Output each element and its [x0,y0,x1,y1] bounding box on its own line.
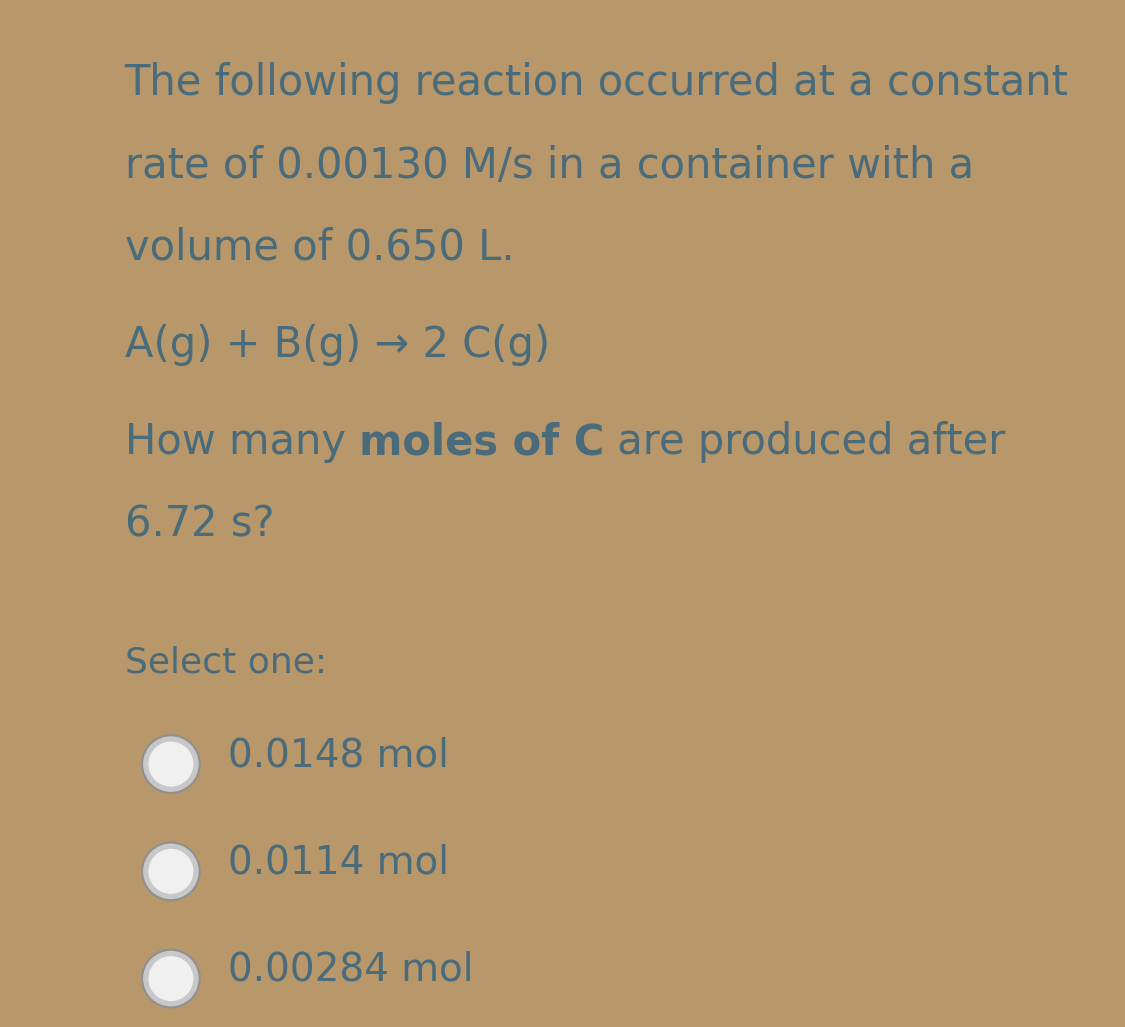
Ellipse shape [148,741,193,787]
Text: are produced after: are produced after [604,421,1006,463]
Ellipse shape [148,956,193,1001]
Ellipse shape [142,842,200,901]
Text: A(g) + B(g) → 2 C(g): A(g) + B(g) → 2 C(g) [125,325,550,366]
Text: volume of 0.650 L.: volume of 0.650 L. [125,227,514,269]
Text: 0.0114 mol: 0.0114 mol [227,843,449,881]
Ellipse shape [142,735,200,793]
Text: 6.72 s?: 6.72 s? [125,503,274,545]
Text: 0.00284 mol: 0.00284 mol [227,951,474,989]
Text: Select one:: Select one: [125,646,326,680]
Ellipse shape [148,849,193,893]
Text: moles of C: moles of C [359,421,604,463]
Text: The following reaction occurred at a constant: The following reaction occurred at a con… [125,63,1069,105]
Text: 0.0148 mol: 0.0148 mol [227,736,449,774]
Text: rate of 0.00130 M/s in a container with a: rate of 0.00130 M/s in a container with … [125,145,973,187]
Text: How many: How many [125,421,359,463]
Ellipse shape [142,950,200,1007]
